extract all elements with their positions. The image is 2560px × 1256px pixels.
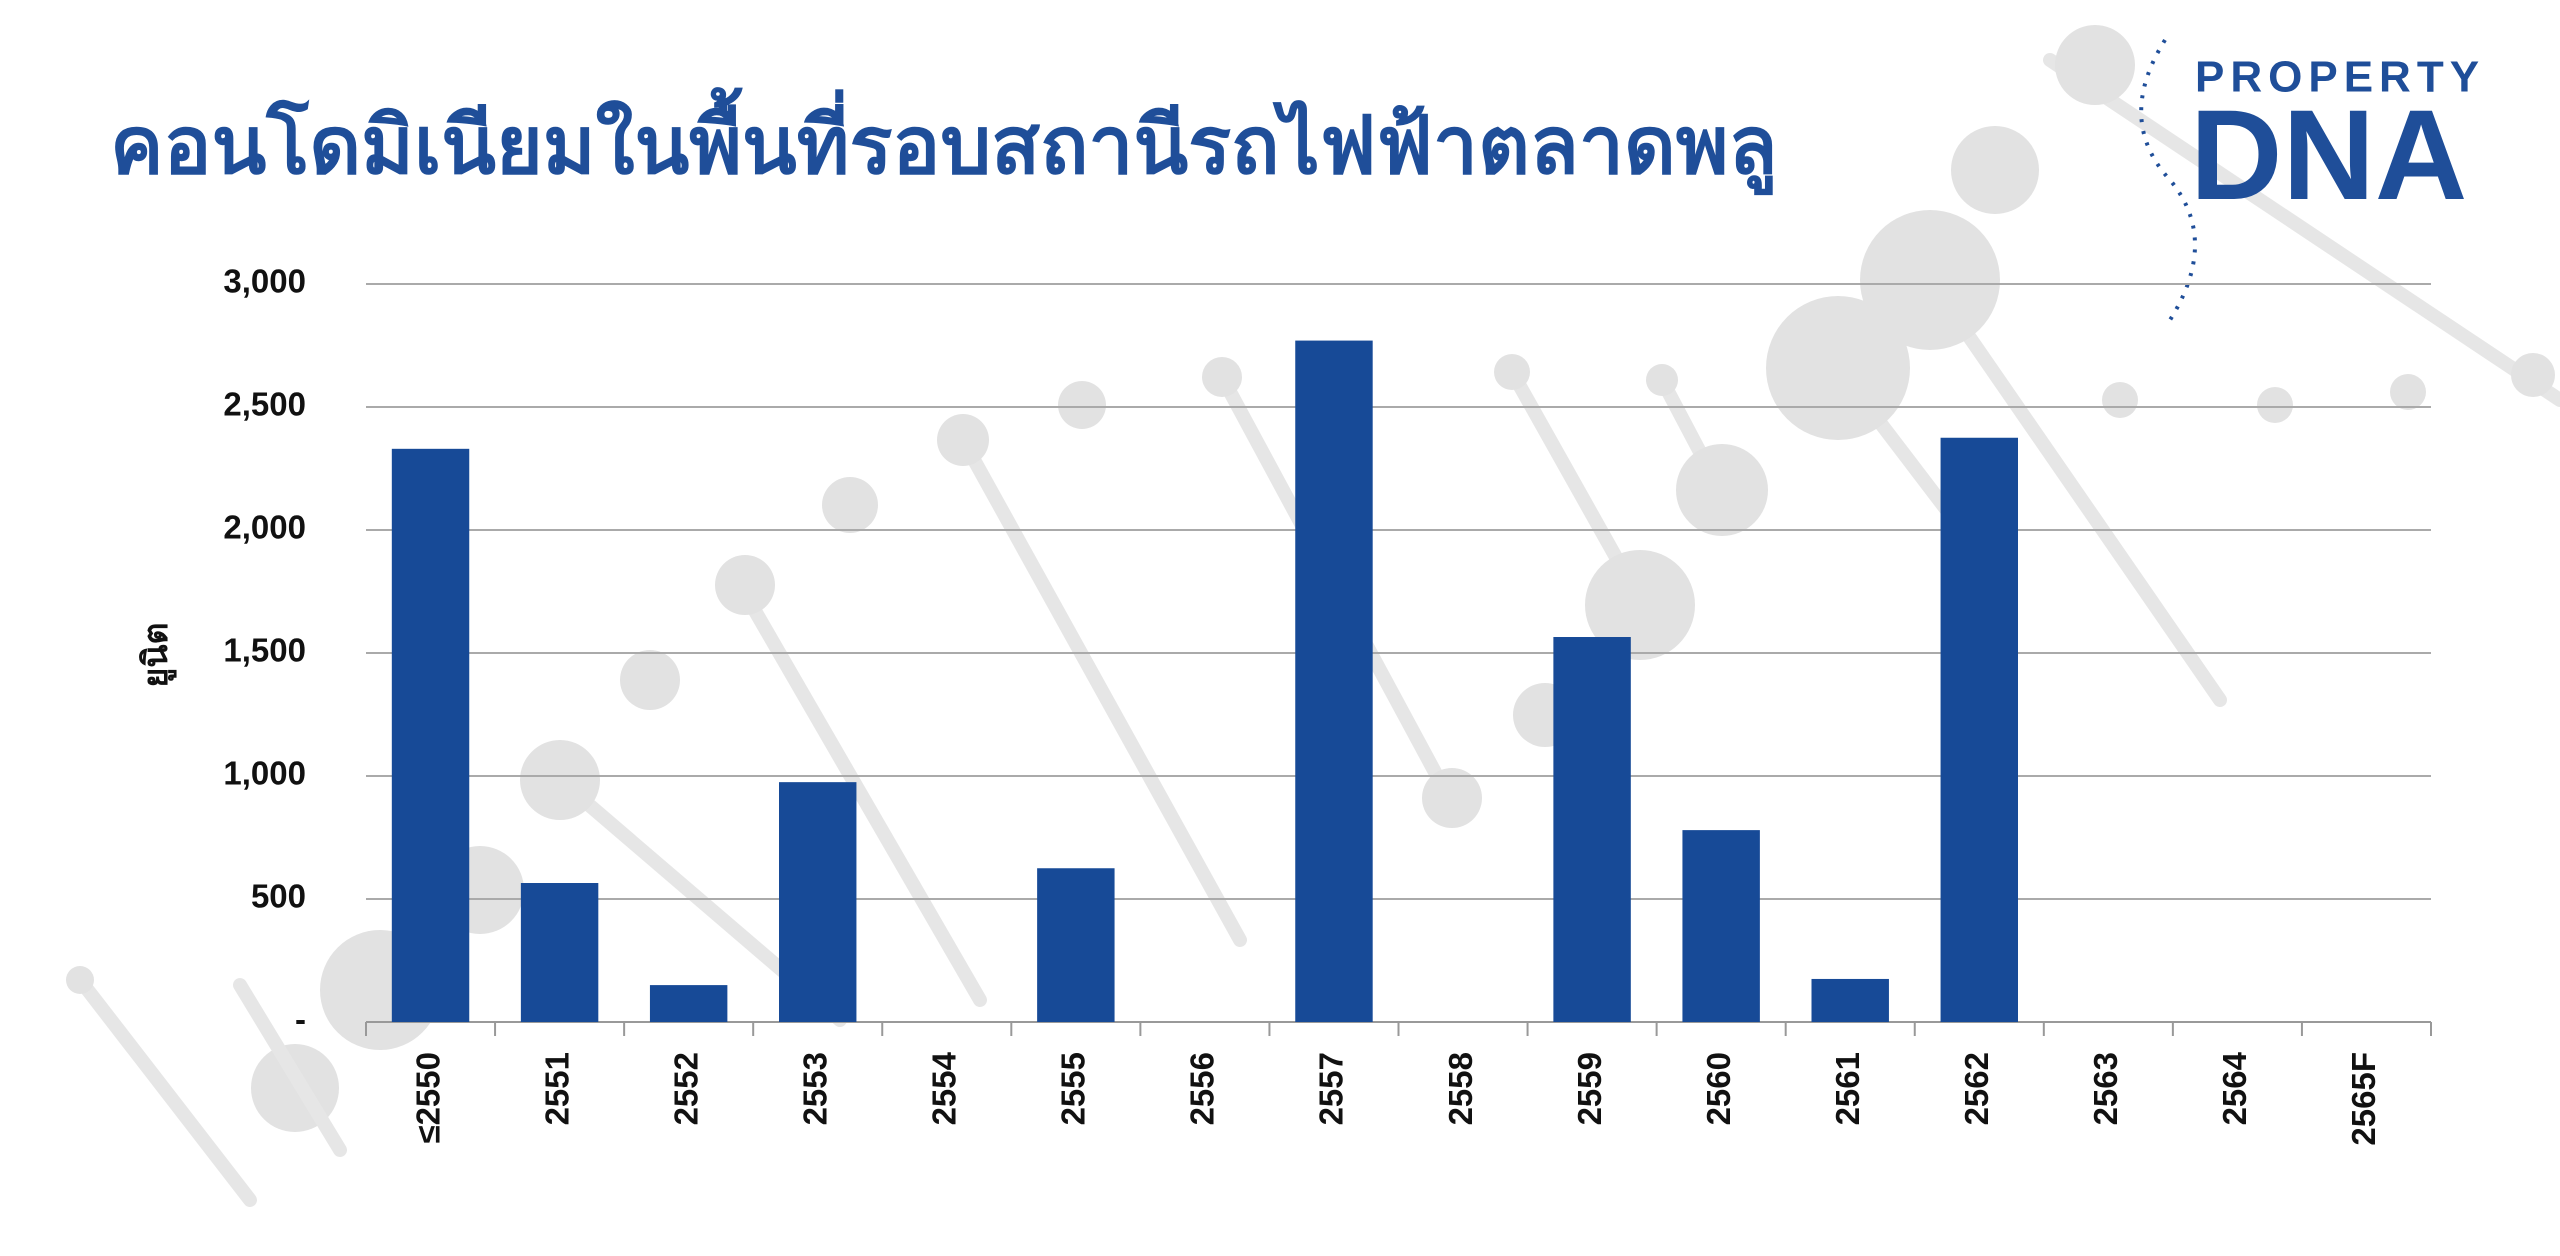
- x-tick-label: 2559: [1571, 1052, 1608, 1125]
- bar: [1295, 340, 1373, 1023]
- x-tick-label: 2560: [1700, 1052, 1737, 1125]
- x-tick-label: 2557: [1313, 1052, 1350, 1125]
- bar: [1553, 637, 1631, 1022]
- x-tick-label: 2564: [2216, 1051, 2253, 1125]
- x-tick-label: 2563: [2087, 1052, 2124, 1125]
- y-axis-label: ยูนิต: [137, 622, 177, 687]
- x-tick-label: 2554: [926, 1051, 963, 1125]
- bar: [1037, 868, 1115, 1022]
- x-tick-label: 2553: [796, 1052, 833, 1125]
- y-tick-label: 2,500: [223, 386, 306, 423]
- x-tick-label: 2555: [1055, 1052, 1092, 1125]
- y-tick-label: 2,000: [223, 509, 306, 546]
- x-tick-label: 2551: [538, 1052, 575, 1125]
- background-decoration: [66, 25, 2560, 1207]
- bar: [779, 782, 857, 1022]
- bar: [1682, 830, 1760, 1022]
- bar: [391, 448, 470, 1022]
- x-tick-label: 2561: [1829, 1052, 1866, 1125]
- chart-title: คอนโดมิเนียมในพื้นที่รอบสถานีรถไฟฟ้าตลาด…: [110, 87, 1778, 196]
- x-tick-label: 2552: [667, 1052, 704, 1125]
- x-tick-label: ≤2550: [409, 1052, 446, 1144]
- bar: [1811, 978, 1889, 1022]
- x-tick-label: 2556: [1184, 1052, 1221, 1125]
- x-tick-label: 2565F: [2345, 1052, 2382, 1146]
- y-tick-label: 1,000: [223, 755, 306, 792]
- y-tick-label: -: [295, 1001, 306, 1038]
- y-tick-label: 1,500: [223, 632, 306, 669]
- logo: PROPERTY DNA: [2139, 38, 2485, 322]
- bar: [520, 883, 599, 1022]
- x-tick-label: 2562: [1958, 1052, 1995, 1125]
- y-tick-label: 500: [251, 878, 306, 915]
- bar: [1940, 437, 2018, 1022]
- x-tick-label: 2558: [1442, 1052, 1479, 1125]
- logo-top: PROPERTY: [2195, 53, 2485, 102]
- bar: [649, 985, 728, 1022]
- y-tick-label: 3,000: [223, 263, 306, 300]
- logo-bottom: DNA: [2190, 84, 2467, 227]
